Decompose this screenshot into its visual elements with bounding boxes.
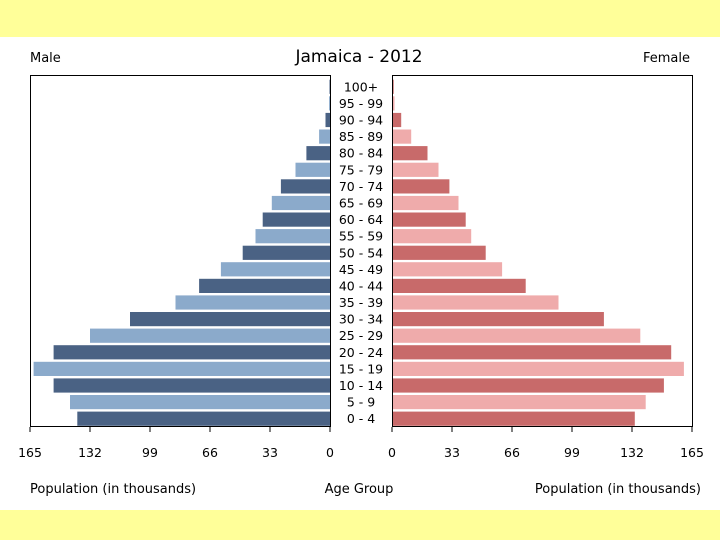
male-bar-10-14 (53, 378, 330, 393)
age-group-label: 0 - 4 (347, 411, 375, 426)
female-bar-25-29 (393, 328, 641, 343)
female-bar-65-69 (393, 195, 459, 211)
age-group-label: 50 - 54 (339, 245, 383, 260)
female-bar-0-4 (393, 411, 635, 426)
female-axis-tick-label: 0 (388, 445, 396, 460)
male-bar-45-49 (220, 262, 330, 277)
age-group-label: 65 - 69 (339, 196, 383, 211)
age-group-label: 15 - 19 (339, 361, 383, 376)
male-axis-tick-label: 99 (142, 445, 158, 460)
male-bar-50-54 (242, 245, 330, 260)
age-group-label: 5 - 9 (347, 395, 375, 410)
female-bar-50-54 (393, 245, 486, 260)
female-bar-60-64 (393, 212, 466, 227)
female-bar-100+ (393, 79, 394, 94)
male-bar-85-89 (319, 129, 330, 144)
female-bar-55-59 (393, 229, 472, 244)
female-bar-90-94 (393, 112, 402, 128)
female-axis-tick-label: 33 (444, 445, 460, 460)
male-bar-35-39 (175, 295, 330, 310)
female-bar-95-99 (393, 96, 395, 111)
age-group-label: 30 - 34 (339, 312, 383, 327)
female-bar-35-39 (393, 295, 559, 310)
female-bar-40-44 (393, 278, 526, 293)
male-bar-95-99 (329, 96, 330, 111)
age-group-label: 35 - 39 (339, 295, 383, 310)
female-axis-tick-label: 132 (620, 445, 644, 460)
male-bar-20-24 (53, 345, 330, 360)
female-bar-80-84 (393, 146, 428, 161)
female-axis-tick-label: 99 (564, 445, 580, 460)
male-axis-tick-label: 165 (18, 445, 42, 460)
age-group-label: 70 - 74 (339, 179, 383, 194)
age-group-label: 60 - 64 (339, 212, 383, 227)
top-band (0, 0, 720, 37)
age-group-label: 85 - 89 (339, 129, 383, 144)
male-axis-tick-label: 66 (202, 445, 218, 460)
x-axis-label-right: Population (in thousands) (535, 482, 701, 497)
female-bar-10-14 (393, 378, 664, 393)
male-bar-15-19 (33, 361, 330, 376)
female-bar-85-89 (393, 129, 412, 144)
age-group-label: 10 - 14 (339, 378, 383, 393)
female-label: Female (643, 51, 690, 66)
age-group-label: 55 - 59 (339, 229, 383, 244)
female-bar-70-74 (393, 179, 450, 194)
age-group-label: 20 - 24 (339, 345, 383, 360)
male-bar-100+ (329, 79, 330, 94)
female-axis-tick-label: 165 (680, 445, 704, 460)
female-bar-15-19 (393, 361, 684, 376)
male-axis-tick-label: 33 (262, 445, 278, 460)
x-axis-label-left: Population (in thousands) (30, 482, 196, 497)
male-axis-tick-label: 0 (326, 445, 334, 460)
female-axis-tick-label: 66 (504, 445, 520, 460)
male-axis-tick-label: 132 (78, 445, 102, 460)
female-bar-75-79 (393, 162, 439, 177)
male-bar-0-4 (77, 411, 330, 426)
age-group-label: 25 - 29 (339, 328, 383, 343)
male-bar-5-9 (70, 395, 330, 410)
female-bar-5-9 (393, 395, 646, 410)
age-group-label: 80 - 84 (339, 146, 383, 161)
male-bar-75-79 (295, 162, 330, 177)
age-group-label: 45 - 49 (339, 262, 383, 277)
male-bar-25-29 (90, 328, 330, 343)
male-bar-80-84 (306, 146, 330, 161)
male-bar-65-69 (271, 195, 330, 211)
male-bar-40-44 (199, 278, 330, 293)
female-bar-30-34 (393, 312, 604, 327)
age-group-label: 100+ (344, 79, 378, 94)
male-bar-90-94 (325, 112, 330, 128)
male-bar-70-74 (280, 179, 330, 194)
male-bar-60-64 (262, 212, 330, 227)
age-group-label: 90 - 94 (339, 113, 383, 128)
female-bar-20-24 (393, 345, 672, 360)
female-bar-45-49 (393, 262, 503, 277)
male-bar-55-59 (255, 229, 330, 244)
male-bar-30-34 (130, 312, 330, 327)
age-group-label: 40 - 44 (339, 278, 383, 293)
x-axis-label-center: Age Group (325, 482, 394, 497)
chart-title: Jamaica - 2012 (294, 47, 422, 67)
bottom-band (0, 510, 720, 540)
age-group-label: 95 - 99 (339, 96, 383, 111)
male-label: Male (30, 51, 61, 66)
age-group-label: 75 - 79 (339, 162, 383, 177)
